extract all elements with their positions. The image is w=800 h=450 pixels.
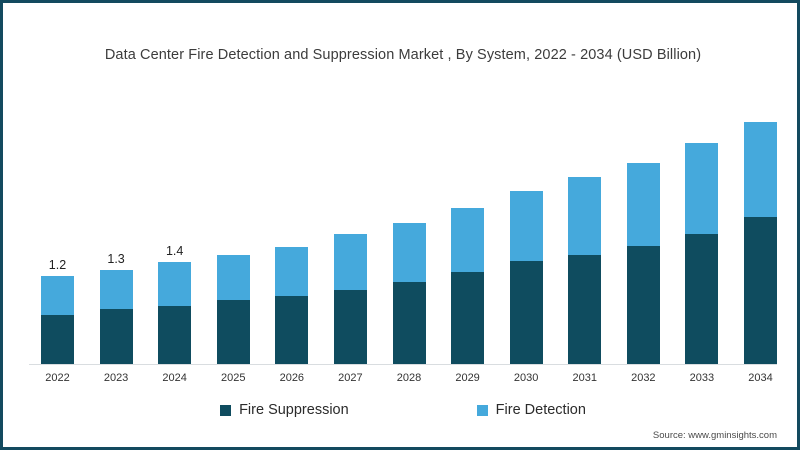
x-axis-tick-label: 2026 [279, 372, 305, 384]
bar-segment-fire-detection[interactable] [568, 177, 602, 256]
bar-segment-fire-suppression[interactable] [392, 281, 426, 365]
bar-stack[interactable] [509, 190, 543, 365]
legend-swatch-icon-fire-detection [476, 404, 488, 416]
bar-segment-fire-detection[interactable] [509, 190, 543, 262]
bar-stack[interactable] [392, 223, 426, 365]
x-axis-tick-label: 2029 [455, 372, 480, 384]
bar-stack[interactable] [99, 270, 133, 365]
bar-segment-fire-detection[interactable] [451, 207, 485, 273]
bar-value-label: 1.4 [165, 243, 184, 258]
bar-value-label: 1.3 [107, 252, 125, 267]
bar-group[interactable] [275, 247, 309, 365]
bar-segment-fire-suppression[interactable] [216, 300, 250, 365]
bar-segment-fire-suppression[interactable] [158, 305, 192, 365]
x-axis-tick-label: 2027 [338, 372, 363, 384]
bar-segment-fire-detection[interactable] [744, 121, 777, 217]
bar-segment-fire-suppression[interactable] [744, 216, 777, 365]
bar-segment-fire-detection[interactable] [333, 234, 367, 291]
bar-stack[interactable] [275, 247, 309, 365]
bar-stack[interactable] [744, 121, 777, 365]
bar-segment-fire-suppression[interactable] [626, 245, 660, 365]
bar-segment-fire-suppression[interactable] [333, 290, 367, 365]
bar-segment-fire-detection[interactable] [392, 223, 426, 282]
bar-group[interactable] [744, 121, 777, 365]
bar-segment-fire-suppression[interactable] [451, 272, 485, 365]
plot-area: 1.2 1.3 1.4 [29, 98, 777, 365]
bar-stack[interactable] [626, 162, 660, 365]
bar-segment-fire-detection[interactable] [685, 143, 719, 234]
x-axis-tick-label: 2030 [513, 372, 539, 384]
legend-item-fire-suppression[interactable]: Fire Suppression [220, 402, 349, 418]
chart-title: Data Center Fire Detection and Suppressi… [104, 47, 702, 63]
bar-stack[interactable] [685, 143, 719, 365]
bar-segment-fire-suppression[interactable] [41, 315, 74, 365]
x-axis-tick-label: 2032 [631, 372, 656, 384]
bar-segment-fire-detection[interactable] [626, 162, 660, 246]
bar-segment-fire-detection[interactable] [99, 270, 133, 309]
x-axis-tick-label: 2028 [396, 372, 422, 384]
bar-segment-fire-suppression[interactable] [685, 233, 719, 365]
legend-label-fire-detection: Fire Detection [495, 402, 586, 418]
x-axis-labels: 2022 2023 2024 2025 2026 2027 2028 2029 2030 2031… [29, 369, 777, 389]
x-axis-tick-label: 2033 [689, 372, 715, 384]
bar-stack[interactable] [451, 207, 485, 365]
bar-segment-fire-suppression[interactable] [509, 261, 543, 365]
bar-stack[interactable] [216, 255, 250, 365]
bar-group[interactable] [333, 234, 367, 365]
bar-group[interactable] [451, 207, 485, 365]
bar-group[interactable] [685, 143, 719, 365]
bar-segment-fire-detection[interactable] [41, 276, 74, 316]
bar-group[interactable]: 1.2 [41, 258, 74, 365]
bar-stack[interactable] [333, 234, 367, 365]
bar-segment-fire-detection[interactable] [216, 255, 250, 301]
bar-group[interactable]: 1.3 [99, 252, 133, 365]
bar-stack[interactable] [158, 261, 192, 365]
bar-group[interactable] [392, 223, 426, 365]
legend-swatch-icon-fire-suppression [220, 404, 232, 416]
legend-label-fire-suppression: Fire Suppression [239, 402, 349, 418]
bar-segment-fire-detection[interactable] [158, 261, 192, 306]
x-axis-tick-label: 2024 [162, 372, 187, 384]
bar-group[interactable] [626, 162, 660, 365]
bar-stack[interactable] [568, 177, 602, 365]
bar-stack[interactable] [41, 276, 74, 365]
bar-segment-fire-detection[interactable] [275, 247, 309, 297]
chart-legend: Fire Suppression Fire Detection [3, 402, 797, 418]
x-axis-line [29, 364, 777, 365]
bar-group[interactable] [568, 177, 602, 365]
x-axis-tick-label: 2022 [45, 372, 70, 384]
x-axis-tick-label: 2025 [221, 372, 246, 384]
bar-group[interactable] [216, 255, 250, 365]
legend-item-fire-detection[interactable]: Fire Detection [476, 402, 586, 418]
x-axis-tick-label: 2034 [748, 372, 773, 384]
x-axis-tick-label: 2031 [572, 372, 597, 384]
bar-group[interactable]: 1.4 [158, 244, 192, 365]
source-note: Source: www.gminsights.com [652, 430, 777, 441]
bar-segment-fire-suppression[interactable] [275, 296, 309, 365]
bar-segment-fire-suppression[interactable] [99, 308, 133, 365]
bar-group[interactable] [509, 190, 543, 365]
x-axis-tick-label: 2023 [103, 372, 129, 384]
bar-value-label: 1.2 [48, 258, 67, 272]
bar-segment-fire-suppression[interactable] [568, 255, 602, 365]
